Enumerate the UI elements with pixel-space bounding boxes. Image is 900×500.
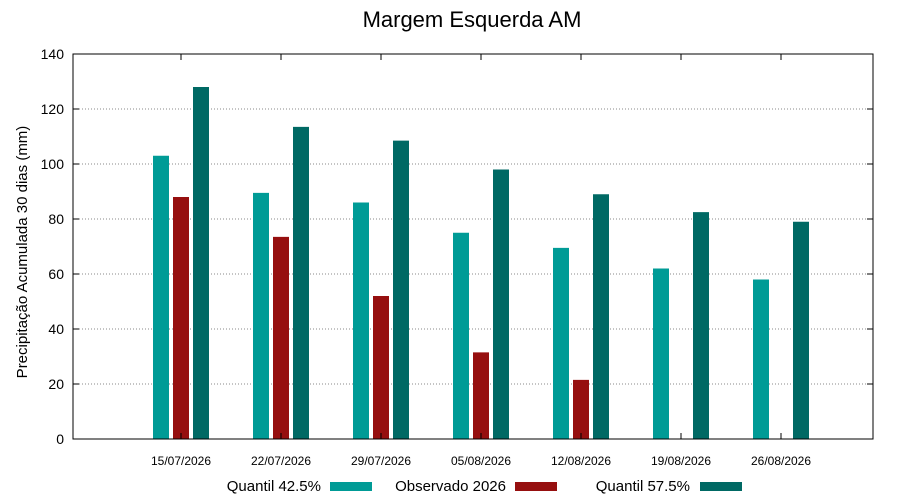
x-tick-label: 19/08/2026 — [651, 454, 711, 468]
y-tick-label: 60 — [48, 266, 64, 282]
bar — [253, 192, 269, 439]
x-tick-label: 05/08/2026 — [451, 454, 511, 468]
bar — [573, 379, 589, 439]
legend-label: Quantil 57.5% — [596, 478, 690, 495]
bar — [553, 247, 569, 439]
y-tick-label: 120 — [41, 101, 65, 117]
chart-title: Margem Esquerda AM — [363, 7, 582, 32]
x-axis-ticks: 15/07/2026 22/07/2026 29/07/2026 05/08/2026… — [151, 54, 811, 468]
bar — [153, 155, 169, 439]
y-tick-label: 100 — [41, 156, 65, 172]
y-tick-label: 20 — [48, 376, 64, 392]
legend-swatch — [515, 482, 557, 491]
x-tick-label: 12/08/2026 — [551, 454, 611, 468]
x-tick-label: 29/07/2026 — [351, 454, 411, 468]
y-axis-label: Precipitação Acumulada 30 dias (mm) — [14, 126, 31, 379]
bar — [593, 194, 609, 439]
plot-frame — [72, 53, 874, 440]
bar — [193, 87, 209, 439]
grid-lines — [73, 108, 873, 385]
y-tick-label: 0 — [56, 431, 64, 447]
legend-label: Observado 2026 — [395, 478, 506, 495]
bars — [153, 87, 809, 439]
bar — [653, 268, 669, 439]
bar — [473, 352, 489, 439]
legend: Quantil 42.5% Observado 2026 Quantil 57.5% — [227, 478, 742, 495]
bar — [753, 279, 769, 439]
x-tick-label: 26/08/2026 — [751, 454, 811, 468]
bar — [293, 126, 309, 439]
bar — [693, 212, 709, 439]
legend-label: Quantil 42.5% — [227, 478, 321, 495]
y-tick-label: 80 — [48, 211, 64, 227]
bar — [793, 221, 809, 439]
legend-swatch — [330, 482, 372, 491]
bar — [353, 202, 369, 439]
bar — [173, 197, 189, 439]
x-tick-label: 15/07/2026 — [151, 454, 211, 468]
bar — [373, 296, 389, 439]
y-tick-label: 140 — [41, 46, 65, 62]
legend-swatch — [700, 482, 742, 491]
bar — [493, 169, 509, 439]
bar — [393, 140, 409, 439]
y-axis-ticks: 0 20 40 60 80 100 120 140 — [41, 46, 873, 447]
x-tick-label: 22/07/2026 — [251, 454, 311, 468]
bar — [273, 236, 289, 439]
y-tick-label: 40 — [48, 321, 64, 337]
bar — [453, 232, 469, 439]
